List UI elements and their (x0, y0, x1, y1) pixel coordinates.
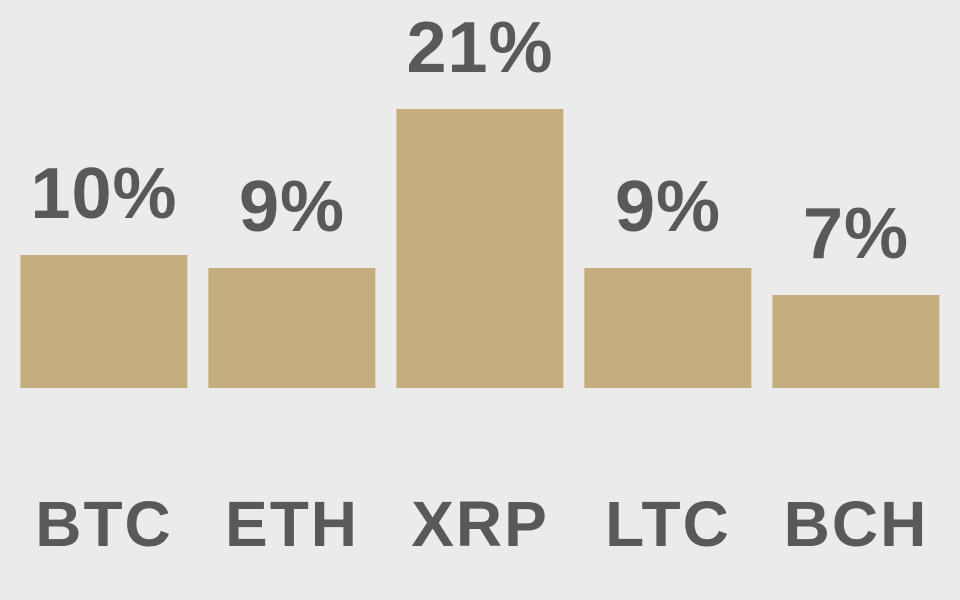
x-axis-label-bch: BCH (783, 488, 929, 560)
bar-bch (772, 295, 940, 388)
x-axis-label-eth: ETH (225, 488, 359, 560)
bar-value-label-btc: 10% (30, 154, 178, 234)
bar-column-bch: 7% (762, 0, 950, 388)
bar-value-label-eth: 9% (238, 167, 346, 247)
bar-eth (208, 268, 376, 388)
bar-value-label-ltc: 9% (614, 167, 722, 247)
bar-ltc (584, 268, 752, 388)
bar-xrp (396, 109, 564, 388)
bar-column-eth: 9% (198, 0, 386, 388)
bar-column-xrp: 21% (386, 0, 574, 388)
bar-column-ltc: 9% (574, 0, 762, 388)
bar-chart: 10% 9% 21% 9% 7% (10, 0, 950, 388)
bar-value-label-xrp: 21% (406, 8, 554, 88)
bar-btc (20, 255, 188, 388)
bar-column-btc: 10% (10, 0, 198, 388)
x-axis-label-xrp: XRP (411, 488, 549, 560)
x-axis-label-btc: BTC (35, 488, 173, 560)
bar-value-label-bch: 7% (802, 194, 910, 274)
x-axis: BTC ETH XRP LTC BCH (10, 492, 950, 556)
x-axis-label-ltc: LTC (605, 488, 731, 560)
